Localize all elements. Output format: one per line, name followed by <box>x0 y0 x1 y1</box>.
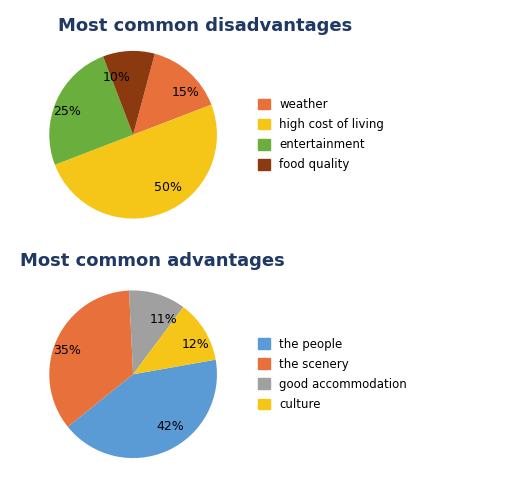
Text: 10%: 10% <box>102 71 130 84</box>
Wedge shape <box>133 54 211 135</box>
Wedge shape <box>49 290 133 427</box>
Wedge shape <box>49 56 133 165</box>
Text: 50%: 50% <box>154 182 182 195</box>
Text: Most common advantages: Most common advantages <box>20 252 285 270</box>
Legend: weather, high cost of living, entertainment, food quality: weather, high cost of living, entertainm… <box>254 95 388 175</box>
Text: Most common disadvantages: Most common disadvantages <box>58 17 352 35</box>
Text: 25%: 25% <box>53 105 81 118</box>
Text: 35%: 35% <box>53 344 81 357</box>
Text: 11%: 11% <box>150 313 178 326</box>
Wedge shape <box>133 307 216 374</box>
Wedge shape <box>129 290 183 374</box>
Wedge shape <box>55 105 217 219</box>
Text: 12%: 12% <box>182 338 209 351</box>
Legend: the people, the scenery, good accommodation, culture: the people, the scenery, good accommodat… <box>254 334 411 414</box>
Text: 42%: 42% <box>157 420 184 433</box>
Wedge shape <box>103 51 155 135</box>
Text: 15%: 15% <box>172 86 199 99</box>
Wedge shape <box>68 360 217 458</box>
